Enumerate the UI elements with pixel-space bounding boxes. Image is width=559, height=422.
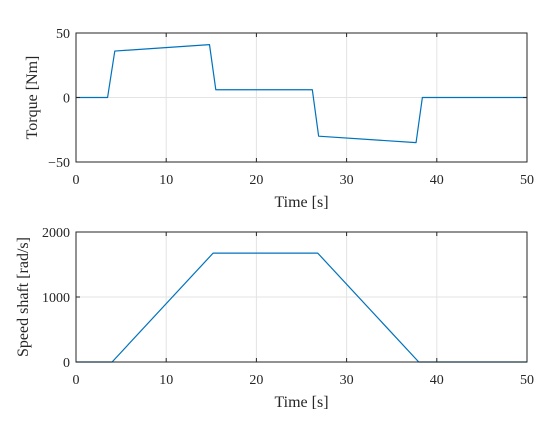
y-tick-label: 0	[63, 356, 70, 371]
y-tick-label: 2000	[42, 226, 70, 241]
x-tick-label: 40	[430, 373, 444, 388]
x-tick-label: 40	[430, 173, 444, 188]
x-tick-label: 0	[73, 373, 80, 388]
x-tick-label: 10	[159, 173, 173, 188]
y-tick-label: 0	[63, 92, 70, 107]
y-tick-label: 50	[56, 27, 70, 42]
y-tick-label: 1000	[42, 291, 70, 306]
x-axis-label: Time [s]	[274, 194, 328, 211]
series-line	[76, 44, 527, 144]
y-axis-label: Torque [Nm]	[24, 56, 41, 140]
speed-subplot: 0 10 20 30 40 50 0 1000 2000 Time [s] Speed shaft …	[15, 226, 534, 411]
x-tick-label: 30	[340, 373, 354, 388]
x-tick-label: 20	[249, 373, 263, 388]
x-tick-label: 20	[249, 173, 263, 188]
x-tick-label: 50	[520, 373, 534, 388]
x-tick-label: 0	[73, 173, 80, 188]
x-tick-label: 10	[159, 373, 173, 388]
y-axis-label: Speed shaft [rad/s]	[15, 237, 32, 357]
x-axis-label: Time [s]	[274, 394, 328, 411]
x-tick-label: 30	[340, 173, 354, 188]
y-tick-label: −50	[48, 156, 70, 171]
x-tick-label: 50	[520, 173, 534, 188]
